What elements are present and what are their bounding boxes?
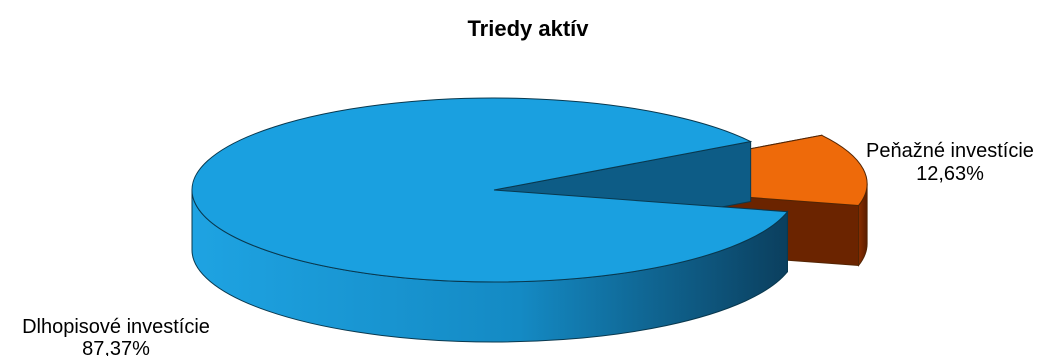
slice-label-dlhopisové-investície: Dlhopisové investície <box>22 316 210 338</box>
slice-value-peňažné-investície: 12,63% <box>916 163 984 185</box>
slice-value-dlhopisové-investície: 87,37% <box>82 338 150 356</box>
slice-label-peňažné-investície: Peňažné investície <box>866 140 1034 162</box>
pie-group <box>191 97 868 343</box>
chart-title: Triedy aktív <box>467 16 589 41</box>
pie-slice-dlhopisové-investície <box>191 97 789 343</box>
